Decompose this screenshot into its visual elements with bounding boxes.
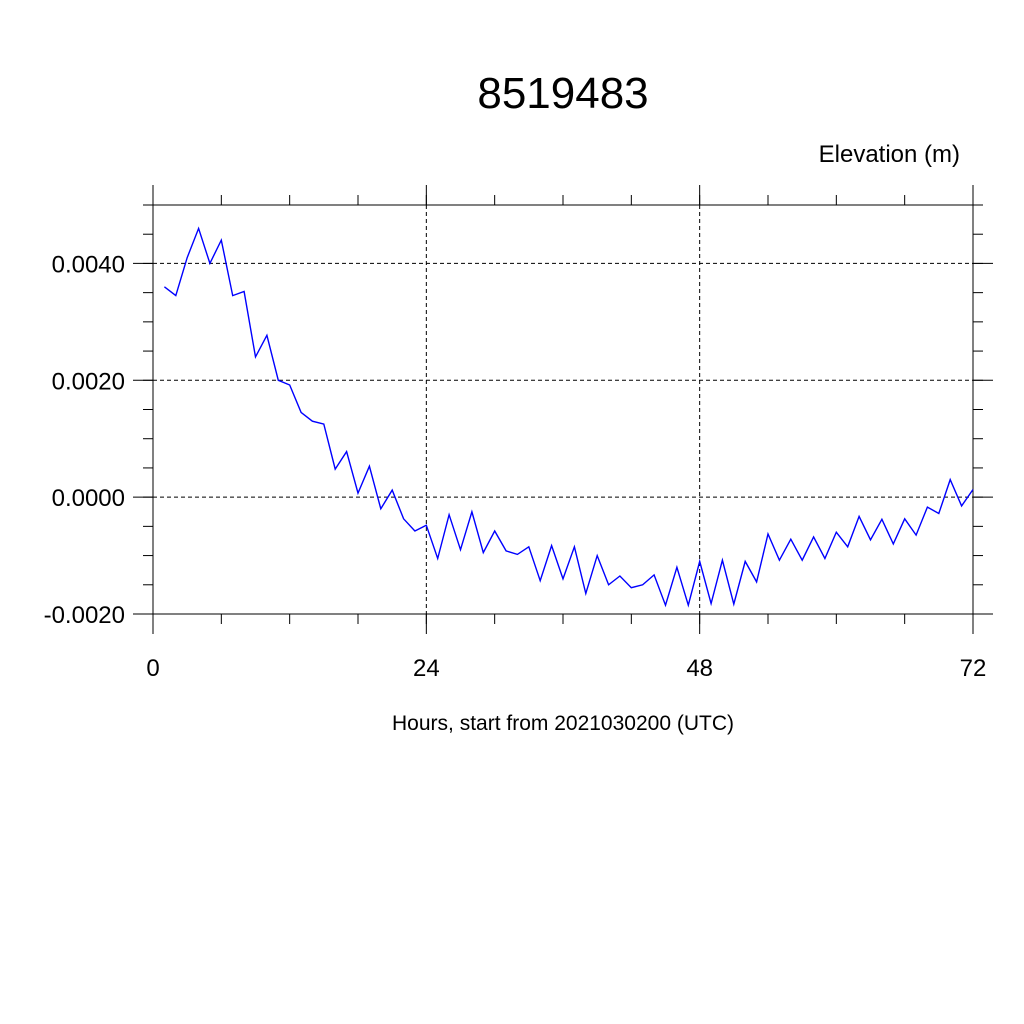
y-tick-label: 0.0040 xyxy=(52,251,125,278)
grid xyxy=(153,205,974,615)
series-layer xyxy=(163,226,974,608)
elevation-series-line xyxy=(163,226,974,608)
x-tick-label: 0 xyxy=(146,655,159,682)
x-tick-label: 72 xyxy=(960,655,987,682)
y-axis-unit-label: Elevation (m) xyxy=(819,141,960,168)
y-tick-label: 0.0000 xyxy=(52,485,125,512)
major-ticks xyxy=(133,185,993,634)
x-tick-label: 48 xyxy=(686,655,713,682)
y-tick-label: 0.0020 xyxy=(52,368,125,395)
chart-title: 8519483 xyxy=(477,69,648,118)
y-tick-labels: 0.0040 0.0020 0.0000 -0.0020 xyxy=(44,251,125,629)
x-tick-label: 24 xyxy=(413,655,440,682)
x-axis-label: Hours, start from 2021030200 (UTC) xyxy=(392,712,734,735)
y-tick-label: -0.0020 xyxy=(44,602,125,629)
minor-ticks xyxy=(143,195,983,624)
x-tick-labels: 0 24 48 72 xyxy=(146,655,986,682)
plot-frame xyxy=(152,204,974,615)
